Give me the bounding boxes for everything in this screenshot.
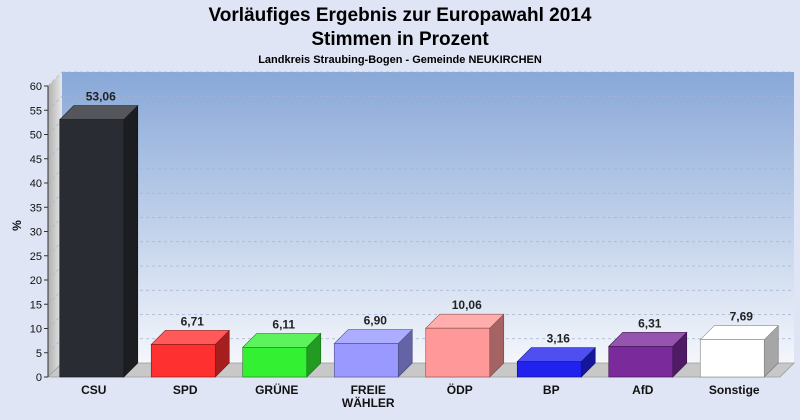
y-tick-label: 55 bbox=[30, 105, 42, 117]
x-tick-label: CSU bbox=[81, 383, 106, 397]
y-tick-label: 5 bbox=[36, 348, 42, 360]
x-tick-label: Sonstige bbox=[709, 383, 760, 397]
y-axis-label: % bbox=[10, 220, 24, 231]
y-tick-label: 25 bbox=[30, 251, 42, 263]
data-label: 6,11 bbox=[272, 317, 295, 331]
bar-top bbox=[516, 347, 596, 362]
bar-front bbox=[608, 346, 674, 378]
bar-top bbox=[333, 329, 413, 344]
bar-top bbox=[608, 332, 688, 347]
x-tick-label: FREIE bbox=[351, 383, 386, 397]
bar-top bbox=[242, 333, 322, 348]
data-label: 53,06 bbox=[86, 90, 116, 104]
chart-subtitle: Landkreis Straubing-Bogen - Gemeinde NEU… bbox=[258, 54, 542, 66]
bar-front bbox=[150, 344, 216, 378]
bar-grüne bbox=[242, 332, 322, 378]
y-tick-label: 45 bbox=[30, 154, 42, 166]
bar-side bbox=[123, 104, 139, 378]
bar-front bbox=[425, 327, 491, 378]
y-tick-label: 30 bbox=[30, 227, 42, 239]
bar-top bbox=[425, 313, 505, 329]
data-label: 6,71 bbox=[181, 314, 205, 328]
bar-afd bbox=[608, 331, 688, 378]
x-tick-label: WÄHLER bbox=[342, 395, 395, 410]
data-label: 3,16 bbox=[547, 332, 571, 346]
bar-spd bbox=[150, 329, 230, 378]
x-tick-label: ÖDP bbox=[447, 382, 473, 397]
chart-title: Vorläufiges Ergebnis zur Europawahl 2014 bbox=[208, 5, 592, 26]
bar-top bbox=[59, 105, 139, 120]
bar-front bbox=[242, 347, 308, 378]
x-tick-label: GRÜNE bbox=[255, 382, 298, 397]
y-tick-label: 40 bbox=[30, 178, 42, 190]
y-tick-label: 0 bbox=[36, 372, 42, 384]
x-tick-label: BP bbox=[543, 383, 560, 397]
data-label: 7,69 bbox=[730, 310, 754, 324]
data-label: 6,90 bbox=[364, 314, 388, 328]
data-label: 6,31 bbox=[638, 316, 662, 330]
bar-front bbox=[699, 339, 765, 378]
x-tick-label: AfD bbox=[632, 383, 654, 397]
bar-top bbox=[699, 325, 779, 341]
bar-front bbox=[333, 343, 399, 378]
bar-front bbox=[59, 119, 125, 378]
bar-freie-wähler bbox=[333, 328, 413, 378]
y-tick-label: 60 bbox=[30, 81, 42, 93]
bar-top bbox=[150, 330, 230, 345]
y-tick-label: 10 bbox=[30, 324, 42, 336]
bar-front bbox=[516, 361, 582, 378]
data-label: 10,06 bbox=[452, 298, 482, 312]
chart-title-line-2: Stimmen in Prozent bbox=[311, 29, 489, 50]
bar-csu bbox=[59, 104, 139, 378]
y-tick-label: 35 bbox=[30, 202, 42, 214]
y-tick-label: 20 bbox=[30, 275, 42, 287]
x-tick-label: SPD bbox=[173, 383, 198, 397]
y-tick-label: 15 bbox=[30, 299, 42, 311]
bar-sonstige bbox=[699, 324, 779, 378]
bar-ödp bbox=[425, 313, 505, 378]
bar-bp bbox=[516, 346, 596, 378]
y-tick-label: 50 bbox=[30, 130, 42, 142]
